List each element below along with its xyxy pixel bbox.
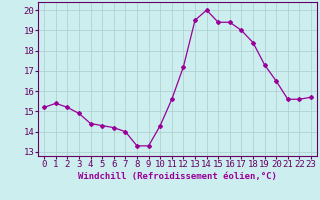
X-axis label: Windchill (Refroidissement éolien,°C): Windchill (Refroidissement éolien,°C) — [78, 172, 277, 181]
